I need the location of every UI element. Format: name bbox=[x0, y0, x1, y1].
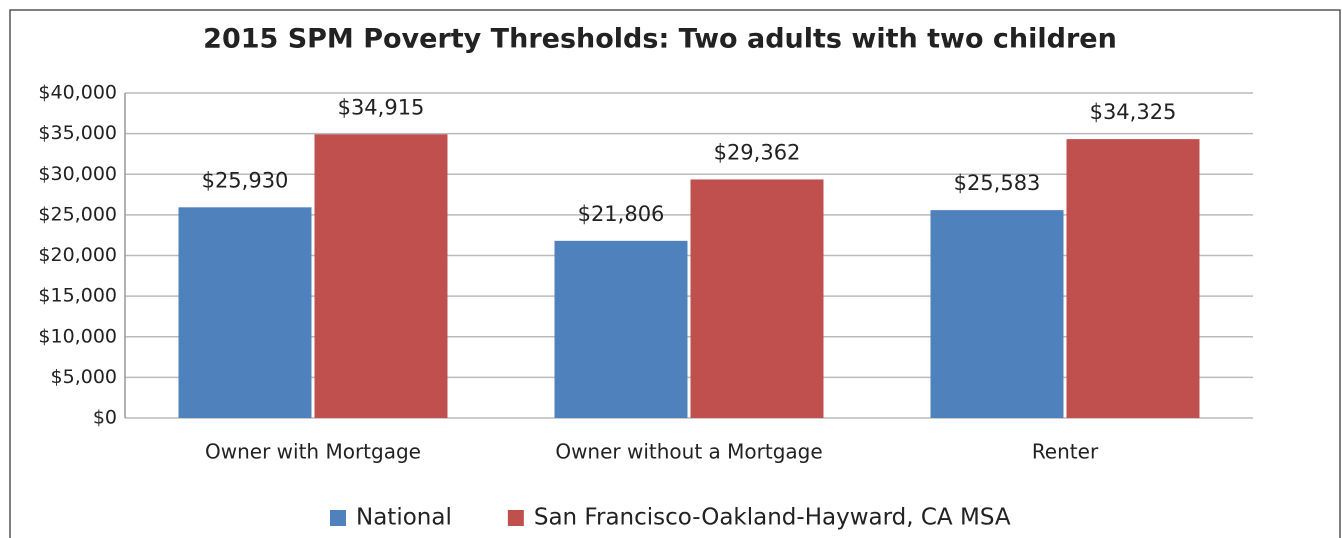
y-tick-label: $5,000 bbox=[51, 366, 117, 388]
legend-label: San Francisco-Oakland-Hayward, CA MSA bbox=[534, 505, 1011, 531]
bar bbox=[930, 210, 1064, 418]
legend-swatch bbox=[507, 510, 524, 526]
x-tick-label: Owner without a Mortgage bbox=[555, 440, 822, 464]
x-tick-label: Owner with Mortgage bbox=[205, 440, 421, 464]
legend-swatch bbox=[330, 510, 346, 526]
legend-label: National bbox=[356, 505, 452, 531]
y-tick-label: $15,000 bbox=[38, 285, 117, 307]
y-tick-label: $40,000 bbox=[38, 82, 117, 104]
chart-border bbox=[9, 9, 1341, 538]
bar bbox=[554, 240, 688, 418]
y-tick-label: $20,000 bbox=[38, 244, 117, 266]
value-label: $21,806 bbox=[578, 202, 665, 226]
value-label: $25,930 bbox=[202, 168, 289, 192]
y-tick-label: $25,000 bbox=[38, 203, 117, 225]
value-label: $25,583 bbox=[954, 171, 1041, 195]
x-tick-label: Renter bbox=[1032, 440, 1099, 464]
value-label: $34,915 bbox=[338, 95, 425, 119]
value-label: $29,362 bbox=[714, 140, 801, 164]
y-tick-label: $10,000 bbox=[38, 325, 117, 347]
bar bbox=[1066, 139, 1200, 418]
bar bbox=[314, 134, 448, 419]
value-label: $34,325 bbox=[1090, 100, 1177, 124]
y-tick-label: $0 bbox=[93, 407, 117, 429]
bar bbox=[690, 179, 824, 418]
y-tick-label: $35,000 bbox=[38, 122, 117, 144]
bar bbox=[178, 207, 312, 418]
chart-title: 2015 SPM Poverty Thresholds: Two adults … bbox=[203, 24, 1117, 55]
y-tick-label: $30,000 bbox=[38, 163, 117, 185]
